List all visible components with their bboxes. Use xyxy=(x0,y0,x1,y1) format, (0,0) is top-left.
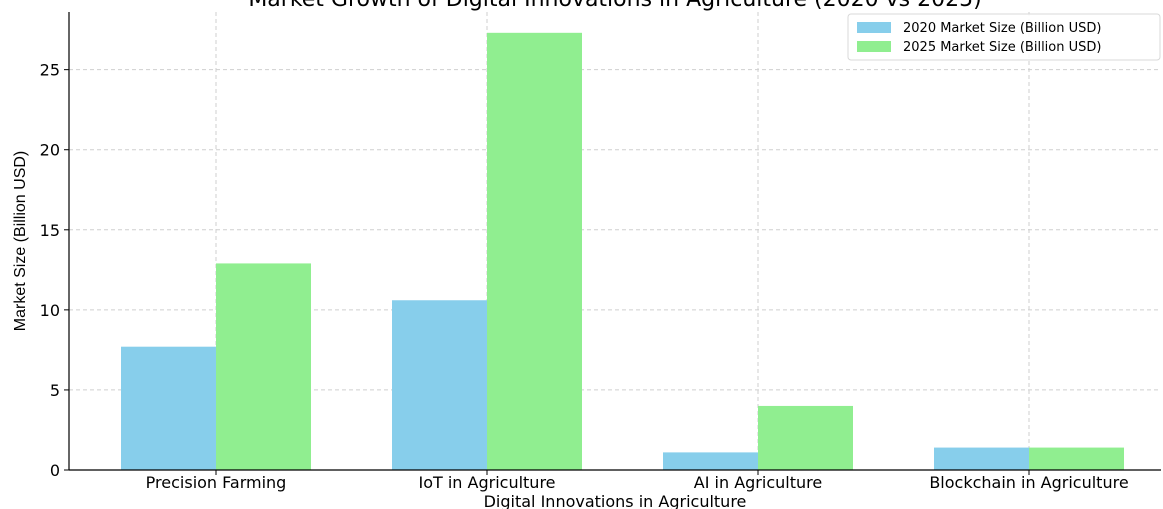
y-tick-label: 20 xyxy=(40,141,60,160)
y-tick-label: 0 xyxy=(50,461,60,480)
legend-swatch-2020 xyxy=(857,22,891,33)
bar-blockchain-in-agriculture-2025 xyxy=(1029,447,1124,470)
bar-ai-in-agriculture-2025 xyxy=(758,405,853,470)
x-axis-label: Digital Innovations in Agriculture xyxy=(484,492,747,509)
bar-iot-in-agriculture-2025 xyxy=(487,32,582,471)
x-tick-label-precision-farming: Precision Farming xyxy=(146,473,287,492)
legend: 2020 Market Size (Billion USD) 2025 Mark… xyxy=(847,13,1161,61)
y-axis-label: Market Size (Billion USD) xyxy=(12,151,29,331)
bar-precision-farming-2020 xyxy=(121,346,216,470)
x-tick-label-ai-in-agriculture: AI in Agriculture xyxy=(694,473,822,492)
x-ticks: Precision Farming IoT in Agriculture AI in… xyxy=(146,470,1129,492)
x-tick-label-iot-in-agriculture: IoT in Agriculture xyxy=(418,473,555,492)
legend-label-2020: 2020 Market Size (Billion USD) xyxy=(903,21,1101,36)
axes xyxy=(68,12,1161,471)
bar-precision-farming-2025 xyxy=(216,263,311,470)
y-ticks: 0 5 10 15 20 25 xyxy=(40,61,69,480)
bars xyxy=(121,32,1124,471)
legend-box xyxy=(847,13,1161,61)
x-tick-label-blockchain-in-agriculture: Blockchain in Agriculture xyxy=(929,473,1128,492)
y-tick-label: 10 xyxy=(40,301,60,320)
bar-iot-in-agriculture-2020 xyxy=(392,300,487,470)
y-tick-label: 15 xyxy=(40,221,60,240)
bar-blockchain-in-agriculture-2020 xyxy=(934,447,1029,470)
legend-swatch-2025 xyxy=(857,41,891,52)
chart-title: Market Growth of Digital Innovations in … xyxy=(248,0,981,12)
legend-label-2025: 2025 Market Size (Billion USD) xyxy=(903,40,1101,55)
y-tick-label: 25 xyxy=(40,61,60,80)
bar-ai-in-agriculture-2020 xyxy=(663,452,758,470)
y-tick-label: 5 xyxy=(50,381,60,400)
